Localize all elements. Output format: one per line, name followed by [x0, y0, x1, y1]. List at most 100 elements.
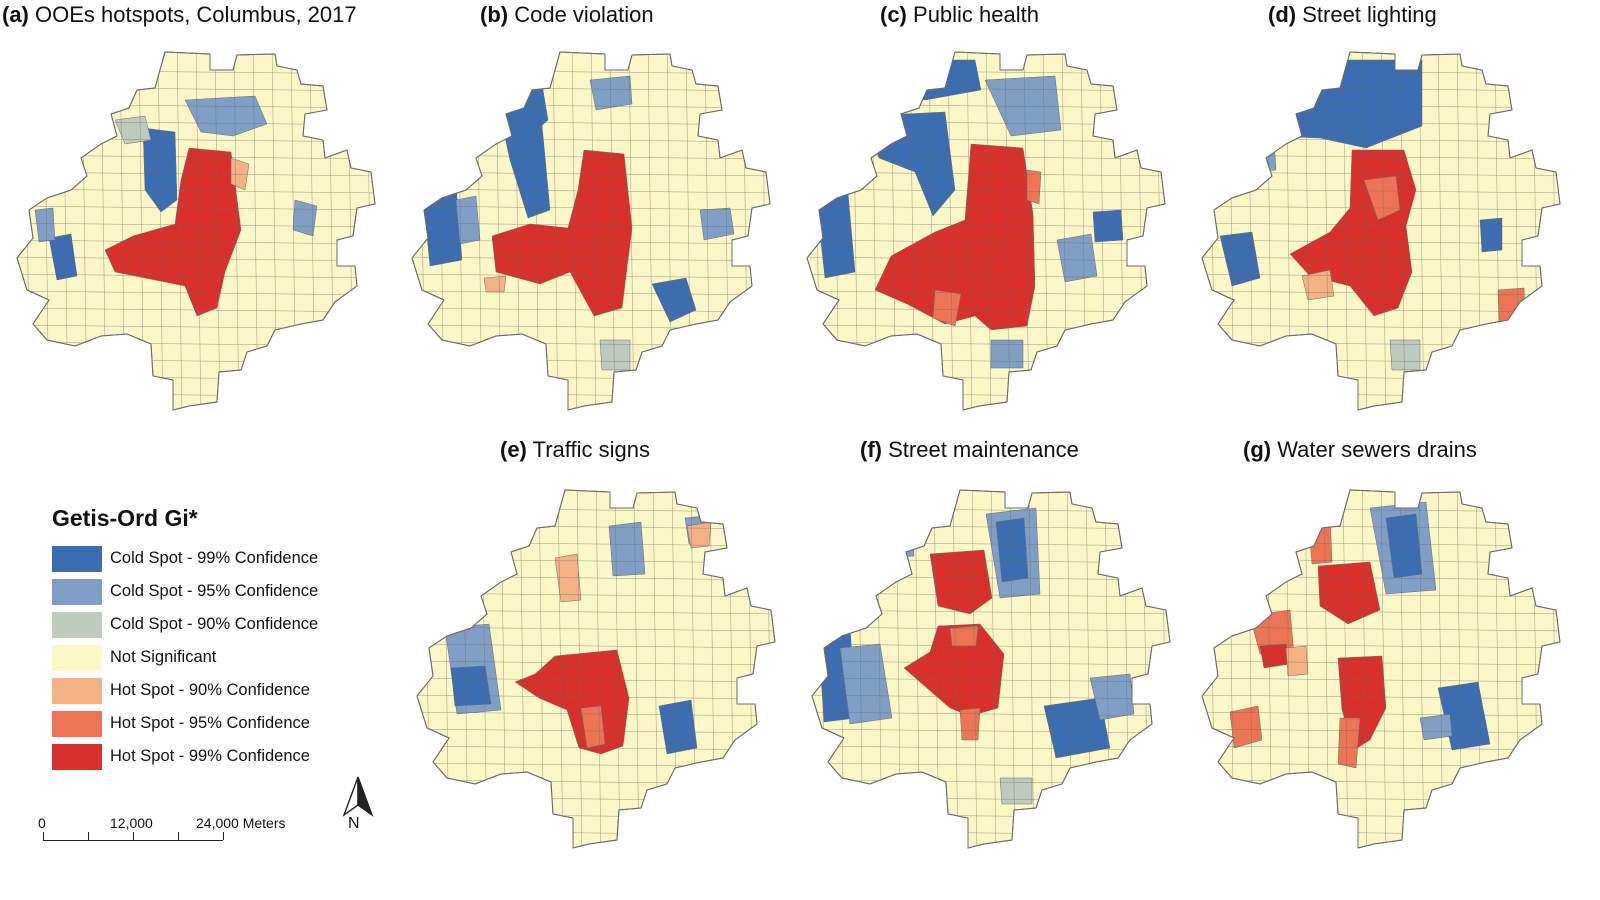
legend-item: Cold Spot - 90% Confidence — [52, 608, 352, 641]
map-c-svg — [806, 51, 1166, 411]
scale-tick — [88, 832, 89, 840]
hotspot-region — [1363, 175, 1401, 221]
scale-label-12000: 12,000 — [110, 815, 153, 831]
tract-line — [766, 490, 773, 848]
tract-line — [24, 52, 31, 410]
panel-title-d: (d) Street lighting — [1268, 2, 1437, 28]
map-e-svg — [416, 489, 776, 849]
legend-label: Not Significant — [110, 648, 217, 666]
hotspot-layer — [417, 490, 775, 848]
scale-label-24000: 24,000 Meters — [196, 815, 286, 831]
tract-line — [1418, 490, 1425, 848]
panel-title-f: (f) Street maintenance — [860, 437, 1079, 463]
tract-line — [1202, 239, 1560, 245]
hotspot-region — [455, 195, 481, 245]
tract-line — [17, 290, 375, 296]
north-label: N — [348, 815, 360, 832]
tract-line — [1202, 694, 1560, 700]
hotspot-region — [599, 339, 631, 371]
panel-letter: (d) — [1268, 2, 1297, 27]
tract-line — [214, 52, 221, 410]
hotspot-region — [104, 147, 242, 317]
tract-line — [417, 677, 775, 683]
city-outline — [416, 489, 776, 849]
panel-letter: (e) — [500, 437, 527, 462]
hotspot-region — [839, 643, 893, 725]
hotspot-region — [292, 199, 318, 237]
tract-line — [1156, 52, 1163, 410]
tract-line — [807, 307, 1165, 313]
tract-line — [807, 290, 1165, 296]
hotspot-region — [1337, 717, 1361, 769]
tract-line — [1202, 643, 1560, 649]
tract-line — [1202, 290, 1560, 296]
hotspot-region — [658, 699, 698, 755]
tract-line — [417, 643, 775, 649]
tract-line — [812, 745, 1170, 751]
hotspot-region — [984, 75, 1062, 137]
tract-line — [412, 205, 770, 211]
map-d — [1190, 40, 1570, 425]
tract-line — [819, 490, 826, 848]
hotspot-region — [1089, 673, 1135, 721]
tract-line — [1202, 660, 1560, 666]
tract-line — [990, 490, 997, 848]
tract-line — [417, 694, 775, 700]
legend-label: Cold Spot - 99% Confidence — [110, 549, 319, 567]
hotspot-region — [608, 521, 646, 577]
tract-line — [807, 256, 1165, 262]
tract-line — [1399, 52, 1406, 410]
panel-title-g: (g) Water sewers drains — [1243, 437, 1477, 463]
tract-line — [412, 239, 770, 245]
legend-swatch — [52, 545, 102, 572]
legend-swatch — [52, 710, 102, 737]
map-g — [1190, 478, 1570, 863]
tract-line — [812, 728, 1170, 734]
hotspot-region — [1385, 513, 1423, 579]
tract-line — [557, 490, 564, 848]
hotspot-region — [1229, 705, 1263, 749]
city-outline — [811, 489, 1171, 849]
tract-line — [1342, 52, 1349, 410]
hotspot-region — [699, 207, 735, 241]
tract-line — [807, 222, 1165, 228]
legend-item: Not Significant — [52, 641, 352, 674]
map-g-svg — [1201, 489, 1561, 849]
legend-label: Hot Spot - 90% Confidence — [110, 681, 310, 699]
tract-line — [1202, 256, 1560, 262]
map-f-svg — [811, 489, 1171, 849]
tract-line — [424, 490, 431, 848]
hotspot-region — [491, 149, 633, 317]
hotspot-region — [1026, 169, 1042, 205]
tract-line — [412, 256, 770, 262]
scale-bar-line — [43, 840, 223, 841]
panel-letter: (b) — [480, 2, 509, 27]
tract-line — [1009, 490, 1016, 848]
hotspot-region — [1419, 713, 1453, 741]
tract-line — [614, 490, 621, 848]
map-a-svg — [16, 51, 376, 411]
hotspot-region — [1307, 513, 1333, 565]
tract-line — [807, 273, 1165, 279]
scale-tick — [178, 832, 179, 840]
tract-line — [412, 307, 770, 313]
city-outline — [806, 51, 1166, 411]
legend-swatch — [52, 743, 102, 770]
tract-line — [157, 52, 164, 410]
north-arrow-icon — [342, 776, 374, 817]
panel-title-e: (e) Traffic signs — [500, 437, 650, 463]
map-e — [405, 478, 785, 863]
tract-line — [807, 205, 1165, 211]
panel-title-c: (c) Public health — [880, 2, 1039, 28]
hotspot-region — [48, 233, 78, 281]
hotspot-region — [1043, 697, 1111, 759]
panel-title-text: Traffic signs — [532, 437, 650, 462]
tract-line — [1004, 52, 1011, 410]
hotspot-layer — [412, 52, 770, 410]
tract-line — [1209, 490, 1216, 848]
panel-title-text: Street lighting — [1302, 2, 1437, 27]
tract-line — [812, 694, 1170, 700]
tract-line — [417, 660, 775, 666]
legend-label: Cold Spot - 90% Confidence — [110, 615, 319, 633]
tract-line — [1418, 52, 1425, 410]
